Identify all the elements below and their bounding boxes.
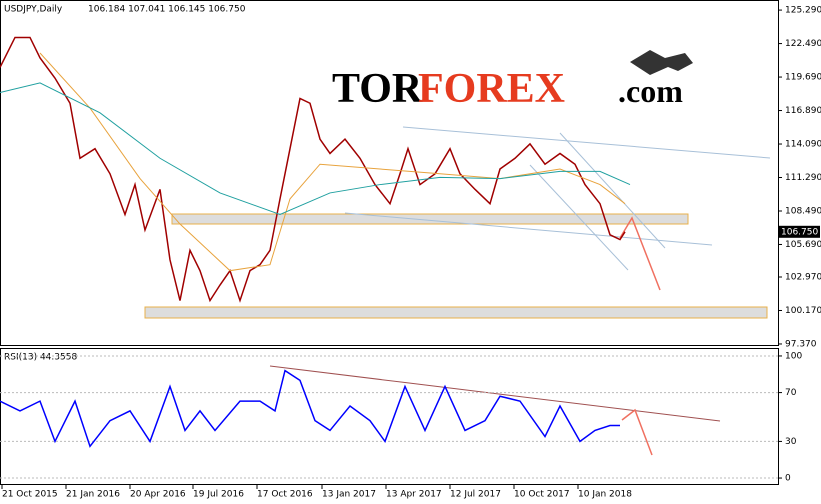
y-tick-label: 97.370 bbox=[785, 339, 817, 349]
series-line bbox=[0, 369, 620, 448]
channel-line bbox=[559, 132, 666, 249]
ohlc: 106.184 107.041 106.145 106.750 bbox=[88, 5, 246, 15]
x-tick-label: 12 Jul 2017 bbox=[450, 490, 501, 500]
series-line bbox=[0, 36, 626, 303]
logo-text: .com bbox=[618, 73, 683, 109]
channel-line bbox=[529, 164, 629, 271]
y-tick-label: 111.290 bbox=[785, 173, 821, 183]
y-tick-label: 125.290 bbox=[785, 6, 821, 16]
y-tick-label: 119.690 bbox=[785, 73, 821, 83]
x-tick-label: 10 Oct 2017 bbox=[514, 490, 570, 500]
y-tick-label: 0 bbox=[785, 474, 791, 484]
resistance-zone bbox=[171, 213, 689, 225]
series-line bbox=[0, 82, 631, 215]
x-tick-label: 21 Jan 2016 bbox=[66, 490, 120, 500]
x-tick-label: 10 Jan 2018 bbox=[578, 490, 632, 500]
y-tick-label: 122.490 bbox=[785, 39, 821, 49]
y-tick-label: 114.090 bbox=[785, 140, 821, 150]
x-tick-label: 13 Apr 2017 bbox=[386, 490, 442, 500]
y-tick-label: 100.170 bbox=[785, 306, 821, 316]
x-tick-label: 19 Jul 2016 bbox=[193, 490, 244, 500]
x-tick-label: 17 Oct 2016 bbox=[257, 490, 313, 500]
y-tick-label: 108.490 bbox=[785, 206, 821, 216]
y-tick-label: 30 bbox=[785, 437, 797, 447]
rsi-pane bbox=[0, 348, 779, 485]
rsi-trend-line bbox=[269, 365, 721, 422]
forecast-arrow bbox=[619, 216, 661, 291]
last-price-tag bbox=[778, 225, 820, 238]
x-tick-label: 13 Jan 2017 bbox=[322, 490, 376, 500]
trend-line bbox=[344, 212, 713, 246]
rsi-title: RSI(13) 44.3558 bbox=[4, 353, 77, 363]
y-tick-label: 105.690 bbox=[785, 240, 821, 250]
support-zone bbox=[144, 306, 768, 319]
price-pane bbox=[0, 0, 779, 346]
y-tick-label: 102.970 bbox=[785, 273, 821, 283]
trend-line bbox=[402, 126, 771, 159]
logo: TOR FOREX .com bbox=[332, 50, 693, 112]
y-tick-label: 116.890 bbox=[785, 106, 821, 116]
logo-text: FOREX bbox=[418, 66, 565, 112]
logo-bull bbox=[630, 50, 693, 75]
y-tick-label: 100 bbox=[785, 351, 802, 361]
series-line bbox=[39, 52, 626, 272]
symbol: USDJPY,Daily bbox=[4, 5, 63, 15]
y-tick-label: 70 bbox=[785, 388, 797, 398]
logo-text: TOR bbox=[332, 66, 423, 112]
x-tick-label: 20 Apr 2016 bbox=[130, 490, 186, 500]
rsi-forecast-arrow bbox=[621, 408, 653, 456]
x-tick-label: 21 Oct 2015 bbox=[2, 490, 58, 500]
last-price-label: 106.750 bbox=[781, 227, 818, 237]
